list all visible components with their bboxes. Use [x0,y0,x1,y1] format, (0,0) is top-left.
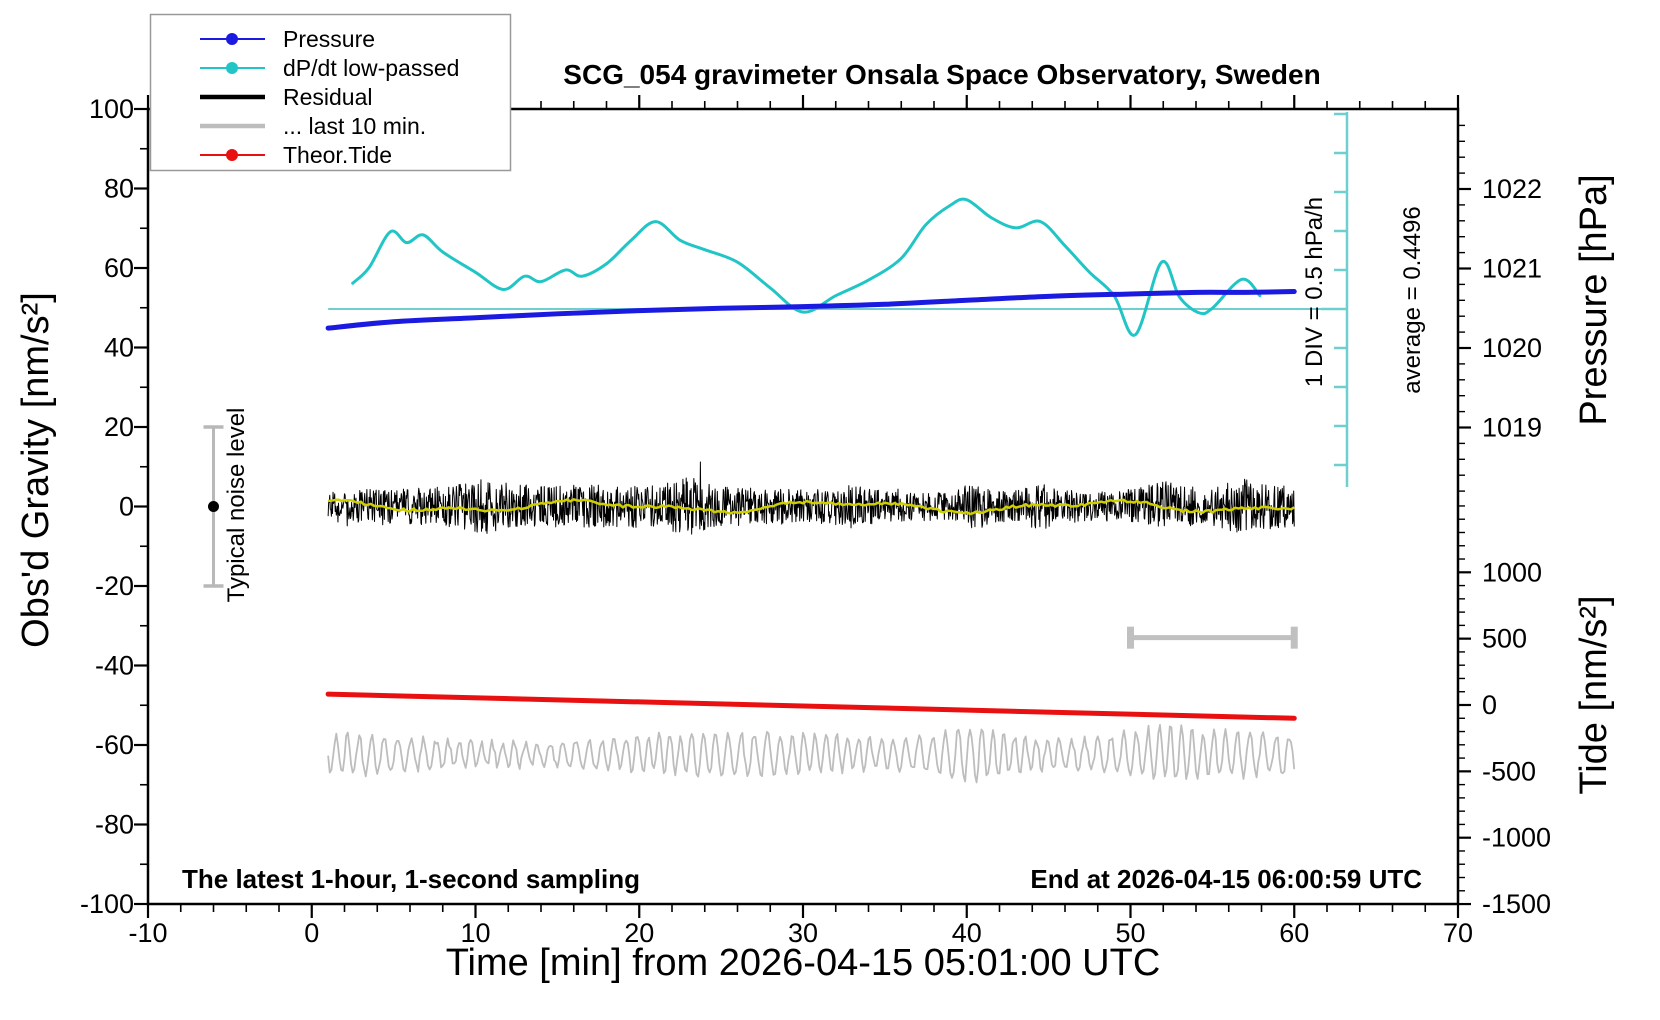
tide-tick-label: 0 [1482,690,1497,720]
gravity-tick-label: 60 [104,253,134,283]
residual-smooth-line [328,498,1295,516]
pressure-tick-label: 1019 [1482,413,1542,443]
x-tick-label: 50 [1115,918,1145,948]
gravity-tick-label: 40 [104,333,134,363]
scale-bars-layer [203,425,1298,649]
end-time-note: End at 2026-04-15 06:00:59 UTC [1030,864,1422,894]
gravity-axis-title: Obs'd Gravity [nm/s²] [15,292,57,648]
noise-level-dot [208,501,219,512]
gravity-tick-label: 0 [119,492,134,522]
legend-item-label: Residual [283,84,373,110]
chart-title: SCG_054 gravimeter Onsala Space Observat… [563,59,1320,90]
legend-marker-dot [226,62,238,74]
tide-series-line [325,691,1297,721]
legend-item-label: Pressure [283,26,375,52]
gravity-tick-label: 80 [104,174,134,204]
pressure-axis-title: Pressure [hPa] [1573,174,1615,425]
legend-item-label: ... last 10 min. [283,113,426,139]
pressure-tick-label: 1021 [1482,254,1542,284]
pressure-tick-label: 1022 [1482,174,1542,204]
tide-tick-label: 500 [1482,624,1527,654]
tide-axis-title: Tide [nm/s²] [1573,595,1615,794]
pressure-tick-label: 1020 [1482,333,1542,363]
gravity-tick-label: -80 [95,810,134,840]
gravity-tick-label: -40 [95,651,134,681]
x-tick-label: 60 [1279,918,1309,948]
tide-tick-label: -1000 [1482,823,1551,853]
x-tick-label: 70 [1443,918,1473,948]
gravity-tick-label: -20 [95,571,134,601]
x-tick-label: 10 [460,918,490,948]
legend-item--last-10-min-: ... last 10 min. [200,113,426,139]
gravity-tick-label: -100 [80,889,134,919]
legend-item-label: Theor.Tide [283,142,392,168]
dpdt-guide-layer [328,112,1349,487]
dpdt-average-label: average = 0.4496 [1399,206,1426,394]
gravity-tick-label: -60 [95,730,134,760]
tide-tick-label: -500 [1482,756,1536,786]
residual-series-line [327,461,1295,535]
tide-tick-label: -1500 [1482,889,1551,919]
dpdt-div-scale-label: 1 DIV = 0.5 hPa/h [1301,197,1328,387]
x-tick-label: 40 [952,918,982,948]
sampling-note: The latest 1-hour, 1-second sampling [182,864,640,894]
legend-item-pressure: Pressure [200,26,375,52]
last10min-series-line [327,724,1296,784]
legend-box [149,13,512,172]
legend-marker-dot [226,33,238,45]
legend-item-label: dP/dt low-passed [283,55,459,81]
x-tick-label: 20 [624,918,654,948]
legend: Pressure dP/dt low-passed Residual ... last… [149,13,512,172]
series-layer [325,197,1297,784]
gravity-tick-label: 20 [104,412,134,442]
legend-item-dp-dt-low-passed: dP/dt low-passed [200,55,459,81]
gravity-tick-label: 100 [89,94,134,124]
plot-frame-layer: -10 0 10 20 30 40 50 60 70100806040200-20-40-60-… [80,94,1551,948]
x-tick-label: 0 [304,918,319,948]
legend-item-theor-tide: Theor.Tide [200,142,392,168]
pressure-series-line [325,289,1297,331]
x-tick-label: -10 [128,918,167,948]
x-axis-title: Time [min] from 2026-04-15 05:01:00 UTC [446,942,1161,984]
noise-level-label: Typical noise level [223,408,250,603]
legend-marker-dot [226,149,238,161]
legend-item-residual: Residual [200,84,373,110]
x-tick-label: 30 [788,918,818,948]
tide-tick-label: 1000 [1482,557,1542,587]
dpdt-series-line [351,197,1262,337]
